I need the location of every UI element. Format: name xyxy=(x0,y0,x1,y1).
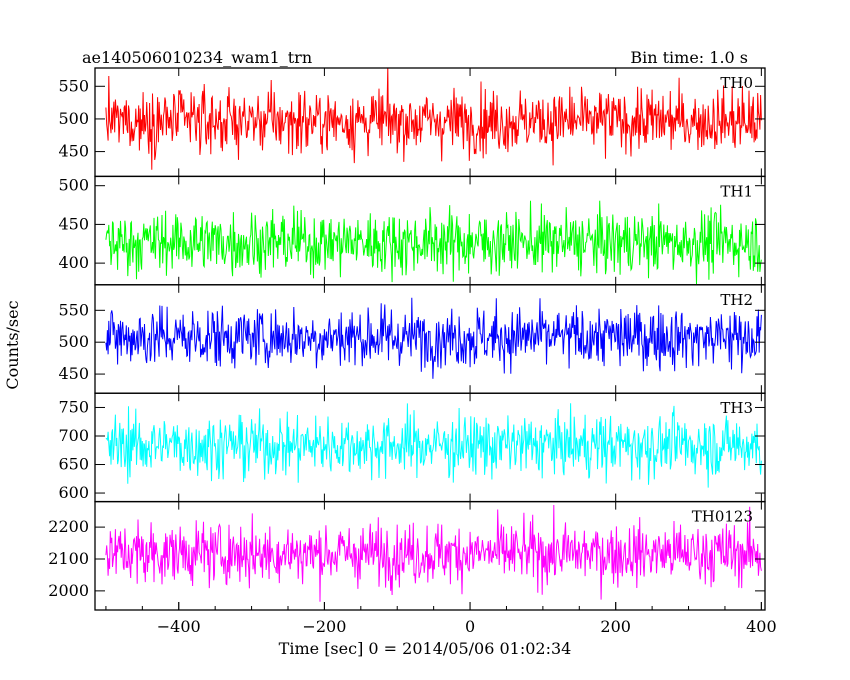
bin-time-label: Bin time: 1.0 s xyxy=(630,48,748,67)
x-tick-label: −400 xyxy=(157,617,201,636)
y-tick-label: 450 xyxy=(58,364,89,383)
y-tick-label: 2100 xyxy=(48,549,89,568)
series-th2 xyxy=(105,297,762,379)
y-tick-label: 650 xyxy=(58,455,89,474)
panel-th0: 450 500 550 TH0 xyxy=(58,67,766,178)
panel-label: TH0123 xyxy=(692,508,753,526)
x-tick-label: 400 xyxy=(746,617,777,636)
y-tick-label: 500 xyxy=(58,109,89,128)
series-th0 xyxy=(105,68,762,170)
series-th3 xyxy=(105,403,762,488)
panel-label: TH3 xyxy=(720,399,753,417)
y-tick-label: 2000 xyxy=(48,581,89,600)
y-tick-label: 400 xyxy=(58,253,89,272)
panel-th2: 450 500 550 TH2 xyxy=(58,284,766,394)
panel-frame xyxy=(94,500,766,611)
y-tick-label: 450 xyxy=(58,142,89,161)
series-th0123 xyxy=(105,504,762,602)
x-axis-label: Time [sec] 0 = 2014/05/06 01:02:34 xyxy=(279,639,572,658)
y-tick-label: 500 xyxy=(58,332,89,351)
chart-title: ae140506010234_wam1_trn xyxy=(82,48,312,67)
panel-th1: 400 450 500 TH1 xyxy=(58,176,766,286)
panel-th3: 600 650 700 750 TH3 xyxy=(58,392,766,503)
y-tick-label: 550 xyxy=(58,300,89,319)
y-tick-label: 750 xyxy=(58,397,89,416)
panel-th0123: 2000 2100 2200 TH0123 xyxy=(48,500,766,611)
panel-label: TH2 xyxy=(720,291,753,309)
x-axis: −400 −200 0 200 400 xyxy=(105,602,777,636)
y-tick-label: 450 xyxy=(58,214,89,233)
y-tick-label: 500 xyxy=(58,176,89,195)
y-axis-label: Counts/sec xyxy=(3,300,22,389)
y-tick-label: 2200 xyxy=(48,517,89,536)
x-tick-label: 0 xyxy=(465,617,475,636)
y-tick-label: 700 xyxy=(58,426,89,445)
panel-label: TH1 xyxy=(720,182,753,200)
x-tick-label: 200 xyxy=(600,617,631,636)
y-tick-label: 550 xyxy=(58,76,89,95)
y-tick-label: 600 xyxy=(58,483,89,502)
series-th1 xyxy=(105,200,762,285)
panel-label: TH0 xyxy=(720,74,753,92)
x-tick-label: −200 xyxy=(302,617,346,636)
